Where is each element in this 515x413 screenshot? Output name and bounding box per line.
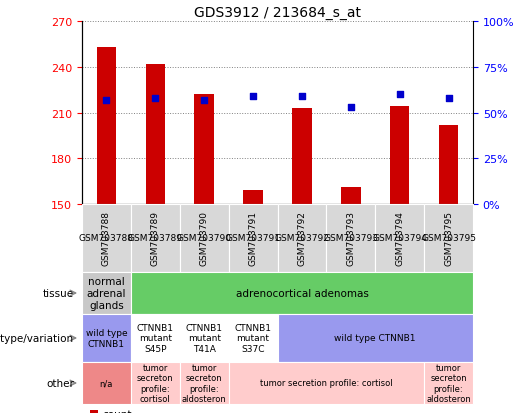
Point bbox=[200, 97, 208, 104]
Text: n/a: n/a bbox=[100, 379, 113, 387]
Text: CTNNB1
mutant
T41A: CTNNB1 mutant T41A bbox=[186, 323, 222, 353]
Text: genotype/variation: genotype/variation bbox=[0, 333, 74, 343]
Text: GSM703789: GSM703789 bbox=[151, 211, 160, 266]
Text: adrenocortical adenomas: adrenocortical adenomas bbox=[235, 288, 368, 298]
Text: GSM703790: GSM703790 bbox=[200, 211, 209, 266]
Point bbox=[249, 93, 257, 100]
Text: wild type CTNNB1: wild type CTNNB1 bbox=[335, 334, 416, 343]
Bar bbox=[243, 191, 263, 204]
Text: tissue: tissue bbox=[43, 288, 74, 298]
Bar bbox=[97, 48, 116, 204]
Text: GSM703793: GSM703793 bbox=[346, 211, 355, 266]
Bar bbox=[146, 64, 165, 204]
Point bbox=[298, 93, 306, 100]
Text: GSM703794: GSM703794 bbox=[395, 211, 404, 266]
Bar bbox=[194, 95, 214, 204]
Bar bbox=[439, 126, 458, 204]
Text: GSM703795: GSM703795 bbox=[444, 211, 453, 266]
Bar bbox=[292, 109, 312, 204]
Text: tumor
secreton
profile:
cortisol: tumor secreton profile: cortisol bbox=[137, 363, 174, 403]
Text: tumor secretion profile: cortisol: tumor secretion profile: cortisol bbox=[260, 379, 392, 387]
Point bbox=[102, 97, 111, 104]
Title: GDS3912 / 213684_s_at: GDS3912 / 213684_s_at bbox=[194, 5, 361, 19]
Text: GSM703791: GSM703791 bbox=[249, 211, 258, 266]
Text: GSM703788: GSM703788 bbox=[79, 234, 134, 243]
Text: count: count bbox=[102, 409, 131, 413]
Text: tumor
secreton
profile:
aldosteron: tumor secreton profile: aldosteron bbox=[182, 363, 227, 403]
Bar bbox=[341, 188, 360, 204]
Text: GSM703791: GSM703791 bbox=[226, 234, 281, 243]
Point bbox=[396, 92, 404, 98]
Point bbox=[151, 95, 160, 102]
Text: CTNNB1
mutant
S37C: CTNNB1 mutant S37C bbox=[234, 323, 271, 353]
Text: other: other bbox=[46, 378, 74, 388]
Text: GSM703795: GSM703795 bbox=[421, 234, 476, 243]
Text: GSM703794: GSM703794 bbox=[372, 234, 427, 243]
Point bbox=[347, 104, 355, 111]
Text: GSM703793: GSM703793 bbox=[323, 234, 379, 243]
Text: GSM703792: GSM703792 bbox=[274, 234, 330, 243]
Text: GSM703790: GSM703790 bbox=[177, 234, 232, 243]
Point bbox=[444, 95, 453, 102]
Text: normal
adrenal
glands: normal adrenal glands bbox=[87, 277, 126, 310]
Text: CTNNB1
mutant
S45P: CTNNB1 mutant S45P bbox=[137, 323, 174, 353]
Text: wild type
CTNNB1: wild type CTNNB1 bbox=[85, 328, 127, 348]
Text: GSM703789: GSM703789 bbox=[128, 234, 183, 243]
Text: GSM703788: GSM703788 bbox=[102, 211, 111, 266]
Bar bbox=[390, 107, 409, 204]
Text: GSM703792: GSM703792 bbox=[298, 211, 306, 266]
Text: tumor
secreton
profile:
aldosteron: tumor secreton profile: aldosteron bbox=[426, 363, 471, 403]
